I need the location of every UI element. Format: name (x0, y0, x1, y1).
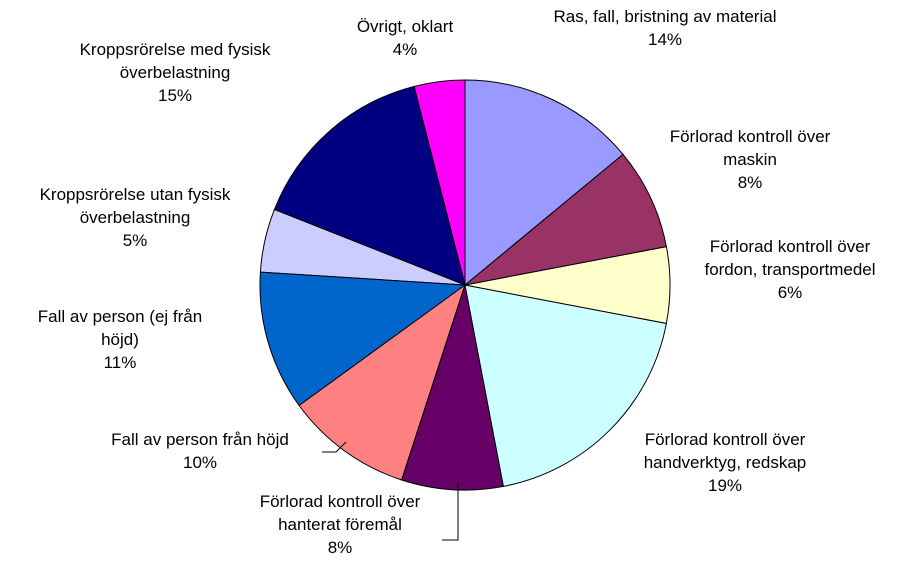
value-label: 14% (647, 30, 683, 49)
category-label: Förlorad kontroll över maskin (669, 127, 831, 169)
category-label: Kroppsrörelse utan fysisk överbelastning (39, 185, 231, 227)
value-label: 11% (103, 353, 137, 372)
slice-label: Förlorad kontroll över handverktyg, reds… (620, 428, 830, 497)
slice-label: Kroppsrörelse utan fysisk överbelastning… (5, 183, 265, 252)
value-label: 10% (182, 453, 218, 472)
value-label: 5% (122, 231, 148, 250)
slice (464, 79, 624, 287)
slice (259, 271, 467, 407)
category-label: Förlorad kontroll över fordon, transport… (704, 237, 876, 279)
slice-label: Fall av person från höjd 10% (70, 428, 330, 474)
slice (401, 284, 504, 491)
slice (298, 283, 466, 481)
slice-label: Förlorad kontroll över maskin 8% (655, 125, 845, 194)
slice (273, 85, 466, 286)
slice-label: Förlorad kontroll över fordon, transport… (685, 235, 895, 304)
value-label: 6% (777, 283, 803, 302)
value-label: 4% (392, 40, 418, 59)
category-label: Förlorad kontroll över hanterat föremål (259, 492, 421, 534)
category-label: Ras, fall, bristning av material (553, 7, 777, 26)
category-label: Övrigt, oklart (356, 17, 454, 36)
slice-label: Ras, fall, bristning av material 14% (550, 5, 780, 51)
value-label: 19% (707, 476, 743, 495)
category-label: Fall av person från höjd (111, 430, 289, 449)
leader-line (322, 441, 347, 453)
value-label: 8% (737, 173, 763, 192)
value-label: 8% (327, 538, 353, 557)
value-label: 15% (157, 86, 193, 105)
slice-label: Kroppsrörelse med fysisk överbelastning 1… (60, 38, 290, 107)
category-label: Förlorad kontroll över handverktyg, reds… (643, 430, 807, 472)
slice-label: Förlorad kontroll över hanterat föremål 8… (240, 490, 440, 559)
category-label: Kroppsrörelse med fysisk överbelastning (79, 40, 271, 82)
category-label: Fall av person (ej från höjd) (37, 307, 203, 349)
leader-line (442, 482, 459, 541)
slice (464, 284, 667, 487)
slice-label: Övrigt, oklart 4% (330, 15, 480, 61)
slice-label: Fall av person (ej från höjd) 11% (20, 305, 220, 374)
slice (464, 153, 667, 286)
